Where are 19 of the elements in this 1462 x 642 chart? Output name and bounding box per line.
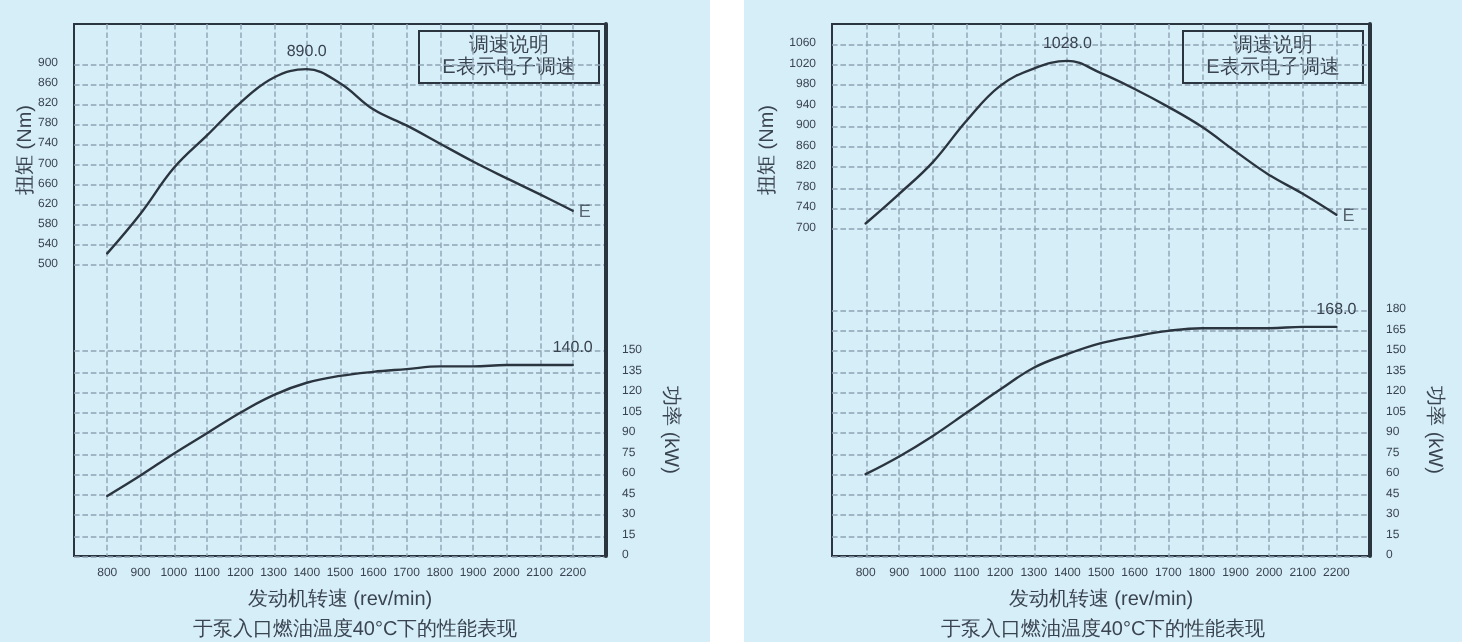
data-label: 1028.0	[1042, 33, 1093, 52]
x-axis-title: 发动机转速 (rev/min)	[247, 586, 433, 611]
y2-axis-title: 功率 (kW)	[659, 386, 683, 474]
line-series	[864, 59, 1338, 225]
y2-axis-title: 功率 (kW)	[1423, 386, 1447, 474]
text: 于泵入口燃油温度40°C下的性能表现	[192, 617, 518, 641]
x-axis-title: 发动机转速 (rev/min)	[1008, 586, 1194, 611]
data-label: 140.0	[552, 338, 594, 357]
text: 于泵入口燃油温度40°C下的性能表现	[940, 617, 1266, 641]
annotation: E	[1342, 204, 1355, 225]
annotation: 调速说明 E表示电子调速	[442, 33, 576, 79]
y-axis-title: 扭矩 (Nm)	[755, 105, 779, 195]
annotation: E	[578, 200, 591, 221]
data-label: 890.0	[286, 42, 328, 61]
data-label: 168.0	[1316, 299, 1358, 318]
annotation: 调速说明 E表示电子调速	[1206, 33, 1340, 79]
y-axis-title: 扭矩 (Nm)	[13, 105, 37, 195]
line-series	[864, 325, 1338, 476]
line-series	[106, 363, 574, 498]
